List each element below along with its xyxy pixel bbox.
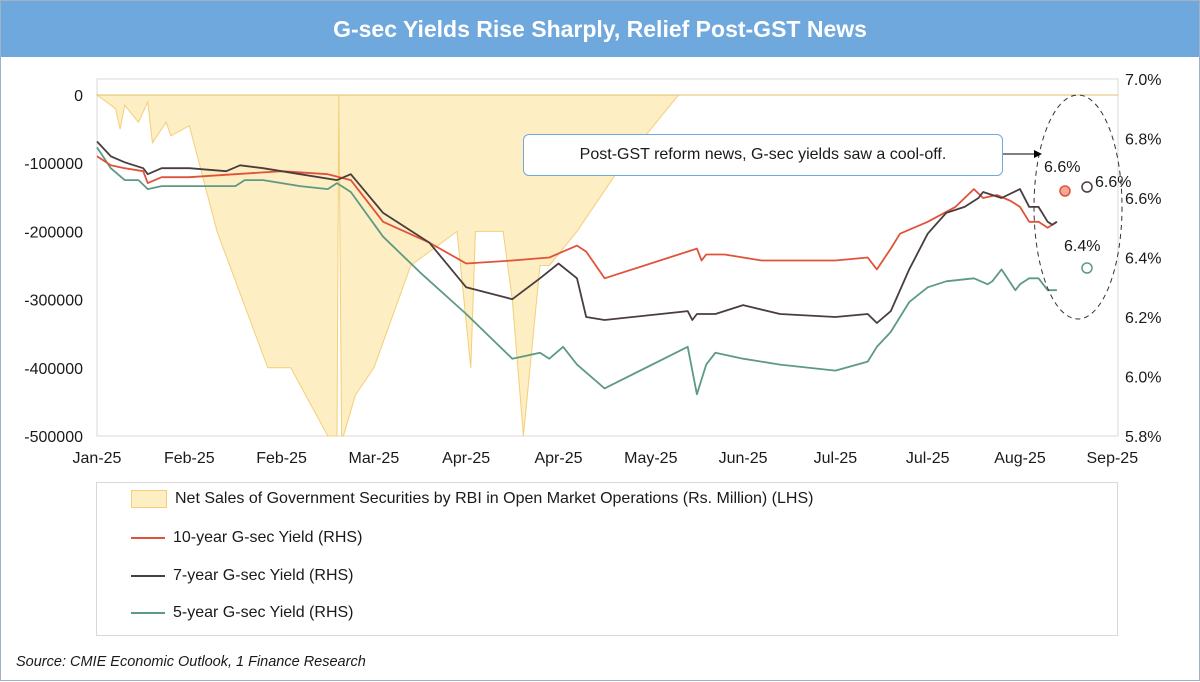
left-tick-label: 0: [74, 88, 83, 105]
x-tick-label: Jul-25: [906, 450, 950, 467]
right-tick-label: 6.8%: [1125, 132, 1161, 149]
right-tick-label: 7.0%: [1125, 72, 1161, 89]
source-note: Source: CMIE Economic Outlook, 1 Finance…: [16, 654, 366, 670]
legend-swatch-oms: [131, 490, 167, 508]
legend-swatch-10yr: [131, 537, 165, 539]
left-tick-label: -300000: [24, 293, 83, 310]
series-5yr-line: [96, 146, 1057, 396]
x-tick-label: May-25: [624, 450, 677, 467]
right-tick-label: 6.2%: [1125, 310, 1161, 327]
x-tick-label: Apr-25: [534, 450, 582, 467]
title-bar: G-sec Yields Rise Sharply, Relief Post-G…: [1, 1, 1199, 57]
callout-box: Post-GST reform news, G-sec yields saw a…: [523, 134, 1003, 176]
legend-label-7yr: 7-year G-sec Yield (RHS): [173, 567, 354, 584]
legend-item-oms: Net Sales of Government Securities by RB…: [131, 490, 813, 508]
series-layer: [96, 140, 1058, 396]
legend-label-10yr: 10-year G-sec Yield (RHS): [173, 529, 363, 546]
marker-5yr-peak: [1081, 262, 1093, 274]
marker-7yr-peak: [1081, 181, 1093, 193]
callout-arrowhead: [1034, 150, 1042, 158]
x-tick-label: Aug-25: [994, 450, 1046, 467]
x-tick-label: Sep-25: [1087, 450, 1139, 467]
legend-item-10yr: 10-year G-sec Yield (RHS): [131, 529, 362, 547]
annotation-7yr-peak: 6.6%: [1095, 174, 1132, 191]
right-tick-label: 6.0%: [1125, 370, 1161, 387]
left-tick-label: -200000: [24, 224, 83, 241]
plot-border: [96, 78, 1119, 437]
left-tick-label: -100000: [24, 156, 83, 173]
left-tick-label: -400000: [24, 361, 83, 378]
legend-swatch-5yr: [131, 612, 165, 614]
left-axis: 0 -100000 -200000 -300000 -400000 -500000: [24, 88, 83, 446]
x-axis: Jan-25 Feb-25 Feb-25 Mar-25 Apr-25 Apr-25 May-…: [73, 450, 1139, 467]
legend-item-7yr: 7-year G-sec Yield (RHS): [131, 567, 354, 585]
legend: [96, 482, 1118, 636]
legend-label-5yr: 5-year G-sec Yield (RHS): [173, 604, 354, 621]
right-axis: 7.0% 6.8% 6.6% 6.4% 6.2% 6.0% 5.8%: [1125, 72, 1161, 446]
series-10yr-line: [96, 155, 1058, 280]
x-tick-label: Jun-25: [719, 450, 768, 467]
x-tick-label: Feb-25: [164, 450, 215, 467]
oms-layer: [95, 94, 680, 437]
series-7yr-line: [96, 140, 1058, 324]
right-tick-label: 6.6%: [1125, 191, 1161, 208]
right-tick-label: 5.8%: [1125, 429, 1161, 446]
annotation-5yr-peak: 6.4%: [1064, 238, 1101, 255]
x-tick-label: Jan-25: [73, 450, 122, 467]
annotation-10yr-peak: 6.6%: [1044, 159, 1081, 176]
chart-title: G-sec Yields Rise Sharply, Relief Post-G…: [333, 15, 867, 42]
left-tick-label: -500000: [24, 429, 83, 446]
highlight-ellipse: [1033, 94, 1123, 320]
x-tick-label: Mar-25: [349, 450, 400, 467]
x-tick-label: Feb-25: [256, 450, 307, 467]
right-tick-label: 6.4%: [1125, 251, 1161, 268]
x-tick-label: Jul-25: [814, 450, 858, 467]
legend-label-oms: Net Sales of Government Securities by RB…: [175, 490, 814, 507]
marker-10yr-peak: [1059, 185, 1071, 197]
x-tick-label: Apr-25: [442, 450, 490, 467]
legend-item-5yr: 5-year G-sec Yield (RHS): [131, 604, 354, 622]
legend-swatch-7yr: [131, 575, 165, 577]
oms-area: [95, 94, 680, 437]
